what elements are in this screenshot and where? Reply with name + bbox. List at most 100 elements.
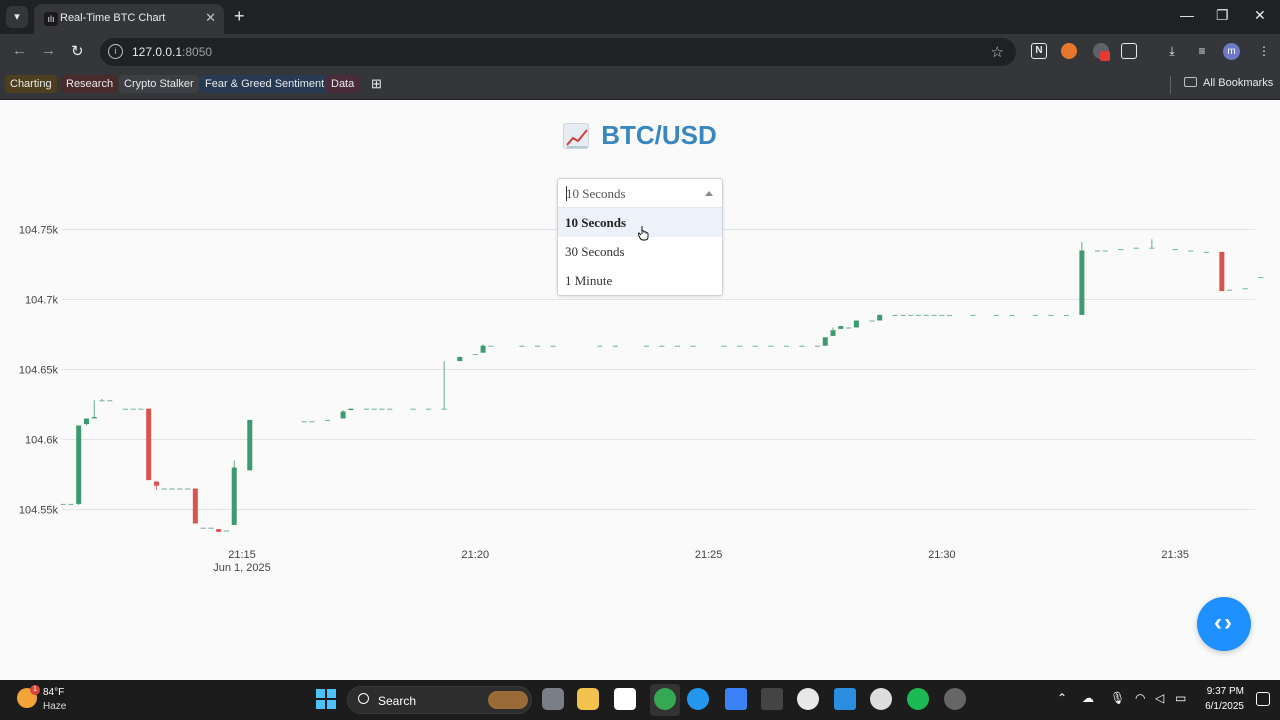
task-view-icon[interactable] <box>542 688 564 710</box>
app-icon[interactable] <box>797 688 819 710</box>
candle-body <box>737 345 743 347</box>
candle-body <box>309 421 315 423</box>
candle-body <box>76 425 82 504</box>
notion-app-icon[interactable] <box>614 688 636 710</box>
candle-body <box>387 408 393 410</box>
candle-body <box>91 417 97 419</box>
candle-body <box>99 400 105 402</box>
apps-grid-icon[interactable]: ⊞ <box>371 76 382 91</box>
candle-body <box>721 345 727 347</box>
onedrive-icon[interactable]: ☁ <box>1082 691 1094 705</box>
bookmark-star-icon[interactable]: ☆ <box>990 44 1004 61</box>
battery-icon[interactable]: ▭ <box>1175 691 1187 705</box>
back-button[interactable]: ← <box>12 42 27 59</box>
reload-button[interactable]: ↻ <box>71 43 84 60</box>
weather-temp[interactable]: 84°F <box>43 687 65 698</box>
profile-avatar[interactable]: m <box>1223 43 1240 60</box>
candle-body <box>130 408 136 410</box>
tray-chevron-up-icon[interactable]: ⌃ <box>1057 691 1068 705</box>
recording-badge-icon <box>1100 51 1110 61</box>
clock-date[interactable]: 6/1/2025 <box>1205 701 1244 712</box>
url-text[interactable]: 127.0.0.1:8050 <box>132 45 213 59</box>
docker-icon[interactable] <box>687 688 709 710</box>
spotify-icon[interactable] <box>907 688 929 710</box>
interval-dropdown[interactable]: 10 Seconds 10 Seconds 30 Seconds 1 Minut… <box>557 178 723 296</box>
browser-tab-strip: ▾ ılı Real-Time BTC Chart ✕ + — ❐ ✕ <box>0 0 1280 34</box>
option-10-seconds[interactable]: 10 Seconds <box>558 208 722 237</box>
new-tab-button[interactable]: + <box>234 6 245 26</box>
candle-body <box>153 481 159 486</box>
taskbar-search[interactable]: Search <box>347 686 532 714</box>
candle-body <box>161 488 167 490</box>
extensions-puzzle-icon[interactable] <box>1121 43 1137 59</box>
volume-icon[interactable]: ◁ <box>1155 691 1165 705</box>
terminal-icon[interactable] <box>761 688 783 710</box>
bookmark-data[interactable]: Data <box>326 75 360 93</box>
notion-extension-icon[interactable]: N <box>1031 43 1047 59</box>
candle-body <box>612 345 618 347</box>
option-1-minute[interactable]: 1 Minute <box>565 273 613 288</box>
candle-body <box>1009 314 1015 316</box>
minimize-button[interactable]: — <box>1180 7 1194 23</box>
metamask-extension-icon[interactable] <box>1061 43 1077 59</box>
notification-icon[interactable] <box>1256 692 1270 706</box>
all-bookmarks-button[interactable]: All Bookmarks <box>1184 77 1273 89</box>
chrome-icon[interactable] <box>654 688 676 710</box>
candle-body <box>208 527 214 529</box>
bookmark-crypto-stalker[interactable]: Crypto Stalker <box>119 75 199 93</box>
chatgpt-icon[interactable] <box>944 688 966 710</box>
search-icon <box>358 693 369 704</box>
candle-body <box>1188 250 1194 252</box>
tab-search-button[interactable]: ▾ <box>6 6 28 28</box>
option-30-seconds[interactable]: 30 Seconds <box>565 244 625 259</box>
close-window-button[interactable]: ✕ <box>1254 7 1266 23</box>
site-info-icon[interactable]: i <box>108 44 123 59</box>
candle-body <box>457 356 463 362</box>
candle-body <box>838 326 844 329</box>
menu-kebab-icon[interactable]: ⋮ <box>1258 44 1270 58</box>
restore-button[interactable]: ❐ <box>1216 7 1229 23</box>
y-tick-label: 104.7k <box>25 295 59 307</box>
address-bar[interactable]: i 127.0.0.1:8050 ☆ <box>100 38 1016 66</box>
candle-body <box>1063 314 1069 316</box>
clock-time[interactable]: 9:37 PM <box>1206 686 1244 697</box>
microphone-icon[interactable]: 🎙 <box>1110 691 1126 705</box>
candle-body <box>426 408 432 410</box>
candle-body <box>247 419 253 471</box>
bookmark-charting[interactable]: Charting <box>5 75 57 93</box>
wifi-icon[interactable]: ◠ <box>1135 691 1146 705</box>
x-tick-label: 21:30 <box>928 549 956 561</box>
candle-body <box>185 488 191 490</box>
reading-list-icon[interactable]: ≡ <box>1198 44 1206 58</box>
candle-body <box>200 527 206 529</box>
bookmark-fear-greed[interactable]: Fear & Greed Sentiment <box>200 75 330 93</box>
chevron-up-icon[interactable] <box>705 191 713 196</box>
candle-body <box>83 418 89 425</box>
download-icon[interactable]: ⤓ <box>1169 44 1175 58</box>
file-explorer-icon[interactable] <box>577 688 599 710</box>
candle-body <box>1118 249 1124 251</box>
browser-tab[interactable]: ılı Real-Time BTC Chart ✕ <box>34 4 224 34</box>
bookmark-research[interactable]: Research <box>61 75 119 93</box>
candle-body <box>472 354 478 356</box>
todo-app-icon[interactable] <box>725 688 747 710</box>
candle-body <box>480 345 486 353</box>
candle-body <box>301 421 307 423</box>
tab-close-icon[interactable]: ✕ <box>205 10 216 25</box>
forward-button[interactable]: → <box>41 42 56 59</box>
vscode-icon[interactable] <box>834 688 856 710</box>
candle-body <box>853 320 859 328</box>
github-desktop-icon[interactable] <box>870 688 892 710</box>
y-tick-label: 104.6k <box>25 435 59 447</box>
weather-condition[interactable]: Haze <box>43 701 67 712</box>
candle-body <box>970 314 976 316</box>
interval-select-value[interactable]: 10 Seconds <box>566 186 626 201</box>
candle-body <box>659 345 665 347</box>
search-label: Search <box>378 694 417 708</box>
candle-body <box>192 488 198 524</box>
candle-body <box>371 408 377 410</box>
windows-start-icon[interactable] <box>316 689 336 709</box>
code-toggle-button[interactable]: ‹› <box>1197 597 1251 651</box>
interval-select-control[interactable]: 10 Seconds <box>558 179 722 208</box>
x-tick-label: 21:25 <box>695 549 723 561</box>
